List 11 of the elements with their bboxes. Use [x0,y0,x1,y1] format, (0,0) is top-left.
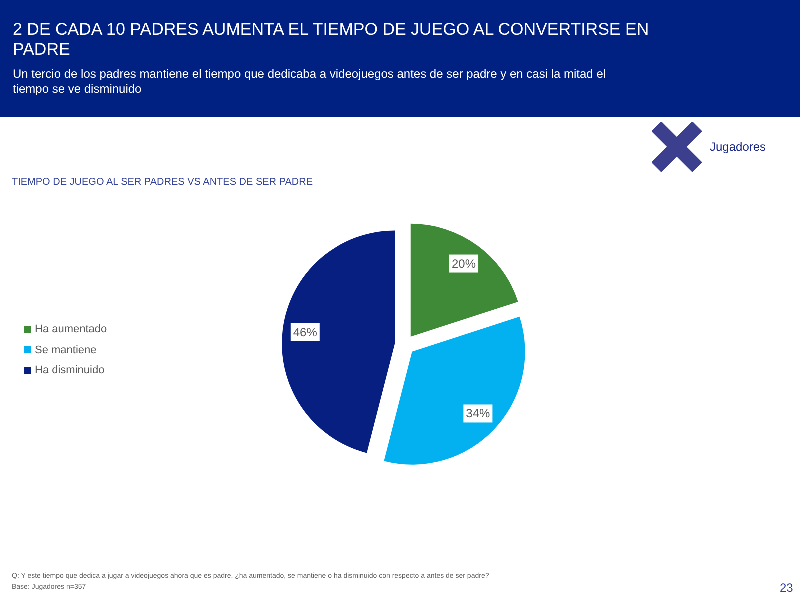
data-label: 20% [452,256,476,271]
legend-label: Se mantiene [35,344,97,356]
text: Jugadores [710,140,766,154]
legend-label: Ha disminuido [35,364,105,376]
chart-subtitle: Un tercio de los padres mantiene el tiempo que dedicaba a videojuegos antes de ser padre y en casi la mitad el tiempo se ve disminuido [13,67,608,97]
text: 23 [780,581,794,596]
data-label: 46% [293,325,318,340]
chart-title: 2 DE CADA 10 PADRES AUMENTA EL TIEMPO DE JUEGO AL CONVERTIRSE EN PADRE [13,20,650,60]
data-label: 34% [466,406,491,421]
text: TIEMPO DE JUEGO AL SER PADRES VS ANTES DE SER PADRE [12,177,314,189]
legend-label: Ha aumentado [35,324,108,336]
